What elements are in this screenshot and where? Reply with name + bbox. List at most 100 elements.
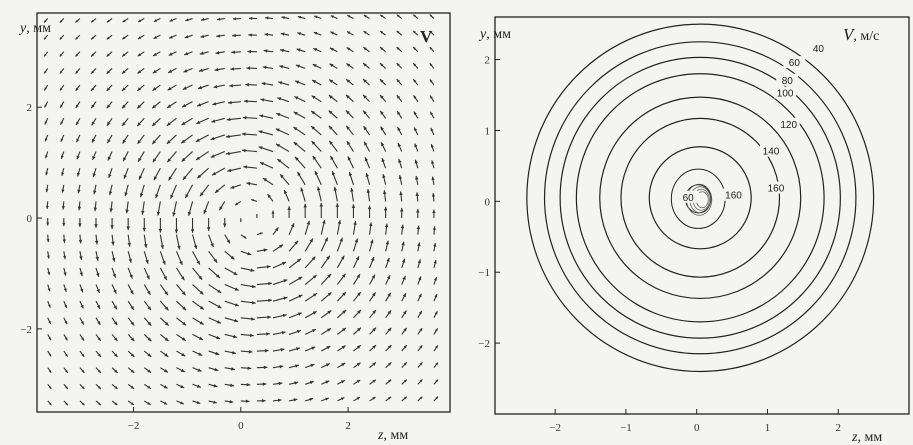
velocity-arrowhead (372, 310, 376, 314)
velocity-arrowhead (363, 15, 367, 18)
velocity-arrowhead (106, 121, 111, 126)
velocity-arrowhead (340, 397, 345, 401)
velocity-arrowhead (415, 192, 420, 197)
velocity-arrowhead (182, 321, 187, 326)
velocity-arrowhead (48, 386, 52, 389)
velocity-arrowhead (295, 64, 300, 68)
velocity-arrowhead (75, 87, 79, 91)
velocity-arrowhead (60, 138, 64, 142)
velocity-arrowhead (429, 14, 433, 18)
velocity-arrowhead (93, 190, 97, 195)
velocity-arrowhead (293, 127, 298, 131)
velocity-arrowhead (396, 79, 400, 83)
velocity-arrowhead (130, 385, 135, 389)
right-ytick-label: 0 (485, 196, 491, 208)
velocity-arrowhead (246, 382, 251, 387)
velocity-arrowhead (251, 284, 256, 289)
velocity-arrowhead (213, 84, 218, 89)
velocity-arrowhead (44, 36, 47, 40)
velocity-arrowhead (294, 96, 299, 100)
velocity-arrowhead (403, 379, 407, 383)
velocity-arrowhead (121, 87, 126, 91)
velocity-arrowhead (401, 258, 406, 263)
velocity-arrowhead (277, 97, 282, 101)
velocity-arrowhead (91, 36, 94, 40)
velocity-arrowhead (245, 82, 249, 87)
velocity-arrowhead (163, 276, 167, 281)
velocity-arrowhead (63, 255, 67, 260)
velocity-arrowhead (281, 16, 285, 20)
velocity-arrowhead (230, 185, 235, 189)
velocity-arrowhead (340, 380, 345, 384)
velocity-arrowhead (113, 337, 118, 342)
velocity-arrowhead (331, 171, 336, 176)
velocity-arrowhead (419, 328, 423, 332)
velocity-arrowhead (414, 143, 418, 148)
right-ylabel-var: y (478, 27, 487, 42)
velocity-arrowhead (214, 67, 219, 72)
velocity-arrowhead (153, 52, 157, 56)
velocity-arrowhead (381, 158, 385, 163)
velocity-arrowhead (122, 70, 126, 74)
velocity-arrowhead (127, 242, 131, 247)
velocity-arrowhead (293, 398, 298, 402)
velocity-arrowhead (180, 384, 185, 388)
velocity-arrowhead (262, 382, 267, 386)
velocity-arrowhead (172, 212, 176, 217)
velocity-arrowhead (196, 260, 200, 265)
velocity-arrowhead (413, 79, 417, 83)
velocity-arrowhead (75, 104, 79, 108)
velocity-arrowhead (298, 294, 303, 299)
velocity-arrowhead (387, 362, 392, 366)
velocity-arrowhead (164, 321, 169, 326)
contour-line-120 (599, 96, 802, 300)
velocity-arrowhead (79, 272, 83, 277)
velocity-arrowhead (327, 310, 332, 315)
left-ylabel-unit: , мм (26, 21, 51, 36)
velocity-arrowhead (293, 141, 298, 146)
velocity-arrowhead (294, 381, 299, 385)
velocity-arrowhead (196, 156, 201, 160)
velocity-arrowhead (200, 192, 204, 197)
velocity-arrowhead (137, 36, 142, 40)
velocity-arrowhead (356, 345, 361, 349)
velocity-arrowhead (48, 353, 52, 357)
right-ylabel: y, мм (478, 27, 511, 42)
velocity-arrowhead (81, 353, 85, 357)
velocity-arrowhead (251, 199, 254, 202)
velocity-arrowhead (363, 79, 367, 83)
velocity-arrowhead (231, 50, 236, 54)
velocity-arrowhead (196, 120, 201, 124)
velocity-arrowhead (167, 158, 171, 163)
velocity-arrowhead (122, 139, 126, 144)
velocity-arrowhead (403, 345, 407, 349)
velocity-arrowhead (138, 157, 142, 162)
velocity-arrowhead (384, 223, 389, 228)
velocity-arrowhead (232, 17, 237, 21)
velocity-arrowhead (185, 18, 189, 22)
velocity-arrowhead (429, 63, 433, 67)
velocity-arrowhead (242, 115, 247, 120)
velocity-arrowhead (387, 345, 392, 349)
velocity-arrowhead (313, 48, 318, 52)
velocity-arrowhead (211, 119, 216, 123)
velocity-arrowhead (330, 31, 334, 35)
velocity-arrowhead (147, 306, 152, 311)
velocity-arrowhead (247, 49, 252, 54)
velocity-arrowhead (259, 232, 263, 235)
velocity-arrowhead (435, 379, 439, 383)
velocity-arrowhead (197, 368, 202, 372)
velocity-arrowhead (341, 363, 346, 367)
velocity-arrowhead (327, 274, 331, 278)
velocity-arrowhead (199, 336, 204, 340)
velocity-arrowhead (168, 176, 172, 181)
velocity-arrowhead (130, 402, 135, 405)
contour-label-bg (783, 56, 806, 69)
velocity-arrowhead (212, 102, 217, 106)
velocity-arrowhead (399, 207, 404, 212)
velocity-arrowhead (169, 18, 173, 22)
velocity-arrowhead (275, 143, 280, 148)
velocity-arrowhead (79, 256, 83, 260)
velocity-arrowhead (164, 353, 169, 357)
velocity-arrowhead (312, 329, 317, 333)
